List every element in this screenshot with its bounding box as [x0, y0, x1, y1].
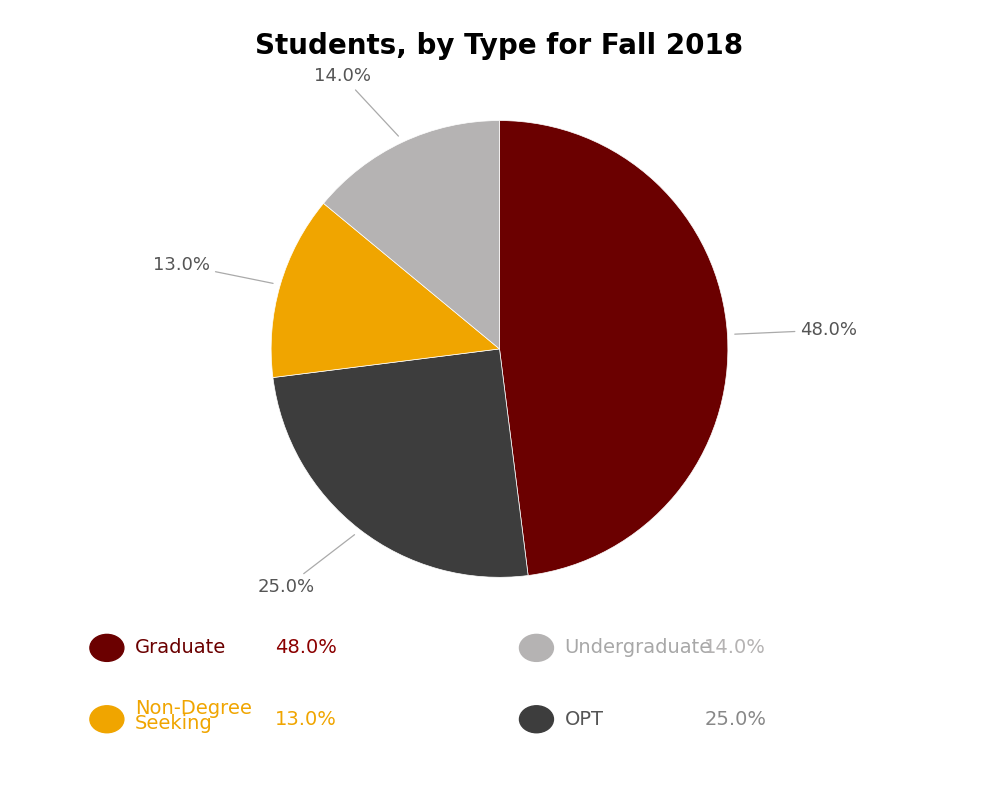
Text: Non-Degree: Non-Degree [135, 699, 252, 718]
Text: OPT: OPT [564, 710, 603, 729]
Text: Undergraduate: Undergraduate [564, 638, 711, 657]
Wedge shape [324, 121, 500, 349]
Text: 48.0%: 48.0% [275, 638, 337, 657]
Text: 13.0%: 13.0% [275, 710, 337, 729]
Wedge shape [500, 121, 728, 576]
Text: Seeking: Seeking [135, 714, 213, 733]
Text: 25.0%: 25.0% [704, 710, 766, 729]
Wedge shape [271, 203, 500, 377]
Text: 14.0%: 14.0% [704, 638, 766, 657]
Text: 48.0%: 48.0% [734, 321, 857, 339]
Text: 14.0%: 14.0% [314, 67, 399, 136]
Text: 25.0%: 25.0% [258, 534, 355, 596]
Text: Students, by Type for Fall 2018: Students, by Type for Fall 2018 [256, 32, 743, 59]
Text: Graduate: Graduate [135, 638, 226, 657]
Text: 13.0%: 13.0% [153, 256, 273, 283]
Wedge shape [273, 349, 528, 577]
